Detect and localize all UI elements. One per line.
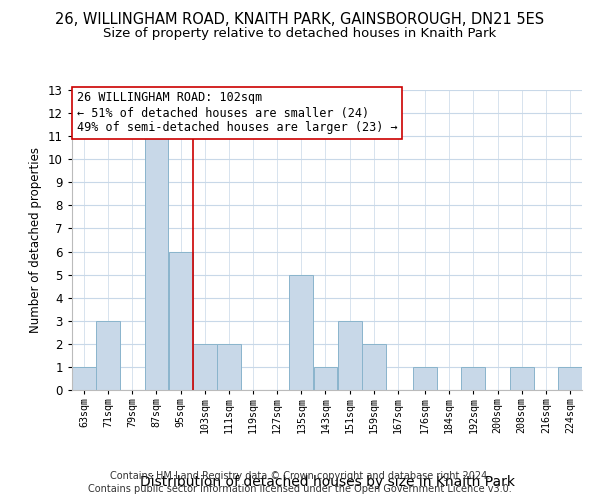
Bar	[193, 344, 217, 390]
Bar	[145, 136, 169, 390]
Bar	[217, 344, 241, 390]
Text: Contains public sector information licensed under the Open Government Licence v3: Contains public sector information licen…	[88, 484, 512, 494]
X-axis label: Distribution of detached houses by size in Knaith Park: Distribution of detached houses by size …	[139, 474, 515, 488]
Y-axis label: Number of detached properties: Number of detached properties	[29, 147, 43, 333]
Bar	[169, 252, 193, 390]
Bar	[314, 367, 337, 390]
Text: 26, WILLINGHAM ROAD, KNAITH PARK, GAINSBOROUGH, DN21 5ES: 26, WILLINGHAM ROAD, KNAITH PARK, GAINSB…	[55, 12, 545, 28]
Bar	[362, 344, 386, 390]
Bar	[558, 367, 582, 390]
Text: Contains HM Land Registry data © Crown copyright and database right 2024.: Contains HM Land Registry data © Crown c…	[110, 471, 490, 481]
Bar	[289, 274, 313, 390]
Bar	[413, 367, 437, 390]
Text: 26 WILLINGHAM ROAD: 102sqm
← 51% of detached houses are smaller (24)
49% of semi: 26 WILLINGHAM ROAD: 102sqm ← 51% of deta…	[77, 92, 398, 134]
Text: Size of property relative to detached houses in Knaith Park: Size of property relative to detached ho…	[103, 28, 497, 40]
Bar	[72, 367, 96, 390]
Bar	[461, 367, 485, 390]
Bar	[96, 321, 120, 390]
Bar	[509, 367, 533, 390]
Bar	[338, 321, 362, 390]
